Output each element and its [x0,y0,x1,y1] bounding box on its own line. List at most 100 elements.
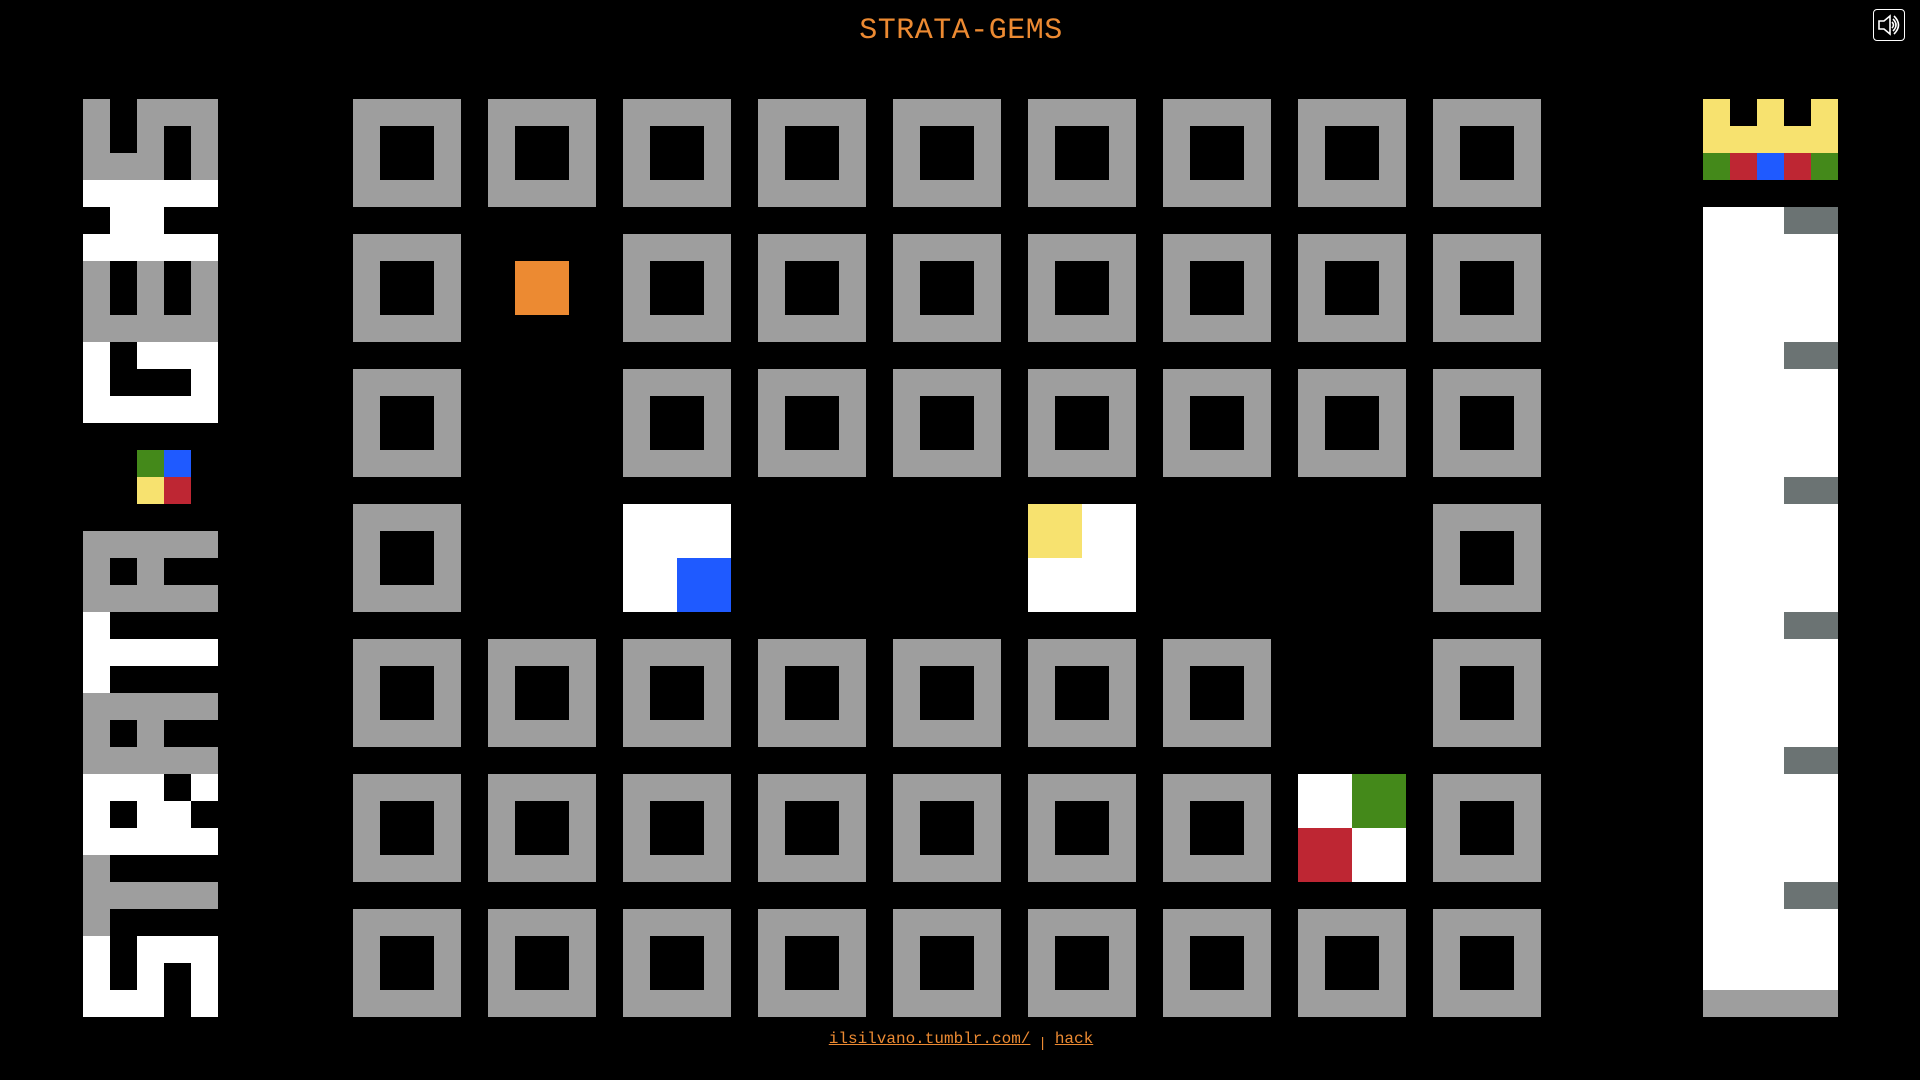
logo-pixel [83,342,110,369]
strata-tile[interactable] [623,99,731,207]
logo-pixel [137,207,164,234]
gem-tile[interactable] [1028,504,1136,612]
strata-tile[interactable] [758,639,866,747]
strata-tile[interactable] [1163,909,1271,1017]
strata-tile[interactable] [1163,234,1271,342]
gem-tile[interactable] [1298,774,1406,882]
logo-pixel [137,693,164,720]
strata-tile[interactable] [893,639,1001,747]
logo-pixel [191,261,218,288]
strata-tile[interactable] [1433,774,1541,882]
strata-tile[interactable] [893,369,1001,477]
empty-cell[interactable] [893,504,1001,612]
strata-tile[interactable] [758,369,866,477]
logo-pixel [137,936,164,963]
meter-base [1703,990,1838,1017]
strata-tile[interactable] [1433,639,1541,747]
logo-pixel [164,882,191,909]
strata-tile[interactable] [353,774,461,882]
strata-tile[interactable] [1433,99,1541,207]
strata-tile[interactable] [623,234,731,342]
strata-tile[interactable] [1028,909,1136,1017]
meter-notch [1784,477,1838,504]
gem-tile[interactable] [623,504,731,612]
crown-jewel [1811,153,1838,180]
strata-tile[interactable] [1163,639,1271,747]
strata-tile[interactable] [1298,369,1406,477]
logo-pixel [191,531,218,558]
strata-tile[interactable] [1298,234,1406,342]
strata-tile[interactable] [1163,99,1271,207]
strata-tile[interactable] [1028,369,1136,477]
empty-cell[interactable] [488,369,596,477]
strata-tile[interactable] [1298,909,1406,1017]
logo-pixel [137,99,164,126]
strata-tile[interactable] [623,774,731,882]
strata-tile[interactable] [758,909,866,1017]
strata-tile[interactable] [1433,234,1541,342]
strata-tile[interactable] [893,909,1001,1017]
meter-notch [1784,342,1838,369]
logo-pixel [110,774,137,801]
logo-pixel [110,396,137,423]
strata-tile[interactable] [1028,774,1136,882]
strata-tile[interactable] [1433,369,1541,477]
logo-pixel [83,396,110,423]
strata-tile[interactable] [758,99,866,207]
footer-separator: | [1038,1036,1047,1052]
game-board[interactable] [353,99,1563,1017]
sound-toggle-button[interactable] [1873,9,1905,41]
gem-quadrant-white [677,504,731,558]
logo-pixel [137,288,164,315]
strata-tile[interactable] [353,234,461,342]
gem-quadrant-red [1298,828,1352,882]
strata-tile[interactable] [893,99,1001,207]
gem-quadrant-white [1082,558,1136,612]
strata-tile[interactable] [1298,99,1406,207]
crown-pixel [1811,126,1838,153]
strata-tile[interactable] [488,99,596,207]
strata-tile[interactable] [353,909,461,1017]
strata-tile[interactable] [1433,504,1541,612]
empty-cell[interactable] [1298,639,1406,747]
strata-tile[interactable] [758,774,866,882]
strata-tile[interactable] [353,99,461,207]
strata-tile[interactable] [758,234,866,342]
strata-tile[interactable] [353,504,461,612]
author-link[interactable]: ilsilvano.tumblr.com/ [828,1030,1031,1048]
empty-cell[interactable] [758,504,866,612]
strata-tile[interactable] [893,774,1001,882]
strata-tile[interactable] [623,369,731,477]
strata-tile[interactable] [353,639,461,747]
strata-tile[interactable] [1028,639,1136,747]
empty-cell[interactable] [1163,504,1271,612]
logo-pixel [191,774,218,801]
logo-pixel [83,963,110,990]
footer: ilsilvano.tumblr.com/ | hack [0,1030,1920,1052]
strata-tile[interactable] [488,774,596,882]
hack-link[interactable]: hack [1054,1030,1094,1048]
strata-tile[interactable] [1028,99,1136,207]
strata-tile[interactable] [353,369,461,477]
empty-cell[interactable] [1298,504,1406,612]
strata-tile[interactable] [1163,369,1271,477]
logo-pixel [164,450,191,477]
logo-pixel [83,531,110,558]
orange-marker [515,261,569,315]
logo-pixel [191,126,218,153]
cursor-marker[interactable] [488,234,596,342]
strata-tile[interactable] [623,909,731,1017]
strata-tile[interactable] [488,909,596,1017]
logo-pixel [164,531,191,558]
strata-tile[interactable] [893,234,1001,342]
empty-cell[interactable] [488,504,596,612]
logo-pixel [191,936,218,963]
crown-jewel [1757,153,1784,180]
strata-tile[interactable] [1028,234,1136,342]
strata-tile[interactable] [1433,909,1541,1017]
strata-tile[interactable] [488,639,596,747]
logo-pixel [191,396,218,423]
logo-pixel [164,801,191,828]
strata-tile[interactable] [1163,774,1271,882]
strata-tile[interactable] [623,639,731,747]
